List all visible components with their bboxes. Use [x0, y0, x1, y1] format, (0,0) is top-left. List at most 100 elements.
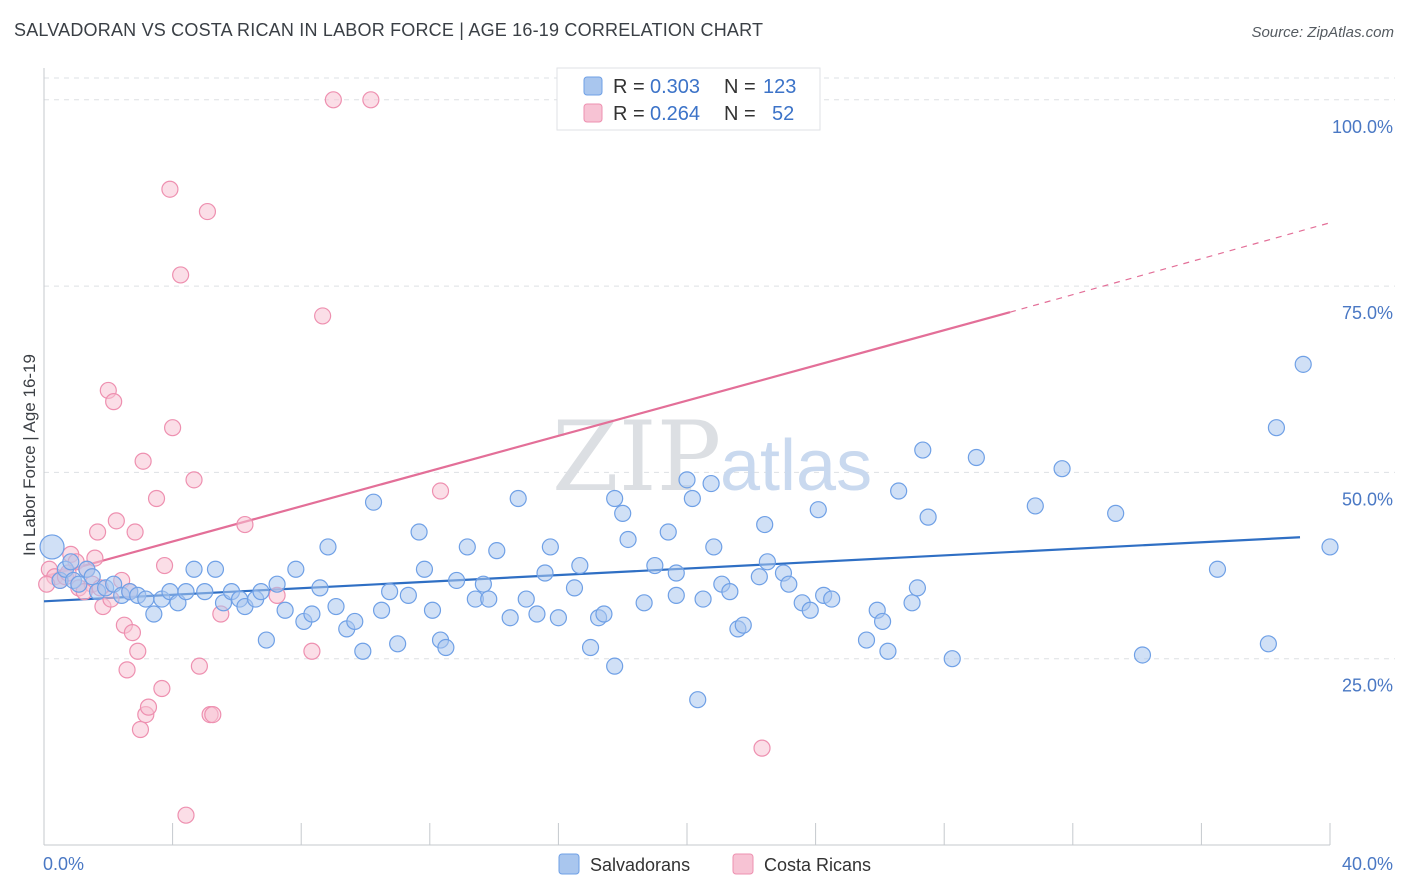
costa-rican-point	[431, 482, 450, 500]
salvadoran-point	[780, 575, 798, 593]
salvadoran-point	[734, 616, 752, 634]
bottom-legend: Salvadorans Costa Ricans	[558, 853, 871, 875]
salvadoran-point	[501, 609, 519, 627]
legend-r-value-1: 0.303	[650, 76, 700, 98]
costa-rican-point	[147, 489, 166, 508]
salvadoran-point	[327, 597, 345, 616]
salvadoran-point	[857, 631, 876, 649]
costa-rican-point	[126, 523, 144, 541]
costa-rican-point	[204, 705, 222, 724]
salvadoran-point	[659, 523, 677, 541]
legend-r-label-1: R =	[613, 76, 645, 98]
salvadoran-point	[914, 441, 932, 459]
salvadoran-point	[1053, 460, 1071, 478]
salvadoran-point	[268, 575, 286, 593]
salvadoran-point	[721, 583, 739, 601]
legend-n-value-1: 123	[763, 76, 796, 98]
salvadoran-point	[908, 579, 927, 597]
costa-rican-point	[88, 523, 107, 541]
salvadoran-point	[823, 590, 841, 608]
salvadoran-point	[447, 571, 466, 590]
legend-n-value-2: 52	[772, 103, 794, 125]
costa-rican-point	[123, 624, 142, 642]
salvadoran-point	[185, 560, 203, 578]
salvadoran-point	[943, 650, 961, 668]
salvadoran-point	[381, 583, 399, 601]
bottom-legend-swatch-costa-ricans	[732, 853, 754, 875]
salvadoran-point	[410, 523, 428, 541]
costa-rican-point	[314, 307, 332, 325]
bottom-legend-costa-ricans: Costa Ricans	[764, 855, 871, 875]
y-tick-label-50: 50.0%	[1342, 489, 1393, 509]
salvadoran-point	[750, 568, 768, 586]
watermark: ZIP atlas	[552, 401, 872, 513]
salvadoran-point	[879, 642, 897, 660]
gridlines	[44, 77, 1395, 660]
watermark-atlas: atlas	[720, 426, 872, 506]
salvadoran-point	[667, 564, 685, 582]
y-axis-label: In Labor Force | Age 16-19	[20, 354, 39, 556]
x-tick-label-min: 0.0%	[43, 854, 84, 874]
costa-rican-point	[134, 452, 152, 470]
salvadoran-point	[276, 601, 294, 619]
tick-labels: 25.0% 50.0% 75.0% 100.0% 0.0% 40.0%	[43, 117, 1393, 874]
costa-rican-point	[303, 642, 321, 660]
salvadoran-point	[1259, 635, 1277, 653]
salvadoran-point	[1294, 355, 1312, 373]
salvadoran-point	[62, 553, 80, 571]
salvadoran-point	[565, 579, 584, 597]
costa-rican-trendline-projection	[1009, 222, 1331, 313]
salvadoran-point	[606, 489, 624, 508]
legend-r-label-2: R =	[613, 103, 645, 125]
salvadoran-point	[474, 575, 492, 593]
costa-rican-point	[153, 679, 171, 698]
costa-rican-point	[105, 393, 123, 411]
salvadoran-point	[689, 691, 707, 709]
salvadoran-point	[967, 448, 985, 467]
legend-r-value-2: 0.264	[650, 103, 700, 125]
costa-rican-point	[164, 419, 182, 437]
salvadoran-point	[571, 556, 589, 575]
salvadoran-point	[1026, 497, 1044, 515]
costa-rican-point	[324, 91, 342, 109]
salvadoran-point	[890, 482, 908, 500]
salvadoran-point	[702, 474, 720, 493]
salvadoran-point	[1321, 538, 1339, 556]
salvadoran-point	[646, 556, 664, 575]
salvadoran-point	[619, 530, 637, 549]
salvadoran-point	[177, 583, 195, 601]
costa-rican-point	[753, 739, 771, 757]
salvadoran-point	[83, 568, 101, 586]
legend-n-label-2: N =	[724, 103, 756, 125]
salvadoran-point	[801, 601, 819, 619]
salvadoran-point	[614, 504, 632, 522]
costa-rican-point	[172, 266, 190, 284]
salvadoran-point	[758, 553, 776, 571]
salvadoran-point	[517, 590, 535, 608]
costa-rican-point	[198, 202, 217, 221]
salvadoran-point	[196, 583, 214, 601]
salvadoran-point	[389, 635, 407, 653]
salvadoran-point	[346, 612, 364, 631]
salvadoran-point	[705, 538, 723, 556]
salvadoran-point	[480, 590, 498, 608]
source-note: Source: ZipAtlas.com	[1251, 24, 1394, 41]
salvadoran-point	[595, 605, 613, 623]
salvadoran-point	[372, 601, 391, 619]
y-tick-label-75: 75.0%	[1342, 303, 1393, 323]
bottom-legend-swatch-salvadorans	[558, 853, 580, 875]
y-tick-label-100: 100.0%	[1332, 117, 1393, 137]
salvadoran-point	[903, 594, 921, 612]
salvadoran-point	[458, 538, 476, 556]
salvadoran-point	[606, 657, 624, 675]
salvadoran-point	[137, 590, 155, 608]
costa-rican-point	[139, 698, 158, 716]
salvadoran-point	[809, 501, 827, 519]
salvadoran-point	[206, 560, 225, 578]
salvadoran-point	[667, 586, 685, 604]
legend-swatch-salvadorans	[583, 76, 603, 96]
legend-n-label-1: N =	[724, 76, 756, 98]
salvadoran-point	[252, 583, 270, 601]
costa-rican-point	[129, 642, 147, 660]
